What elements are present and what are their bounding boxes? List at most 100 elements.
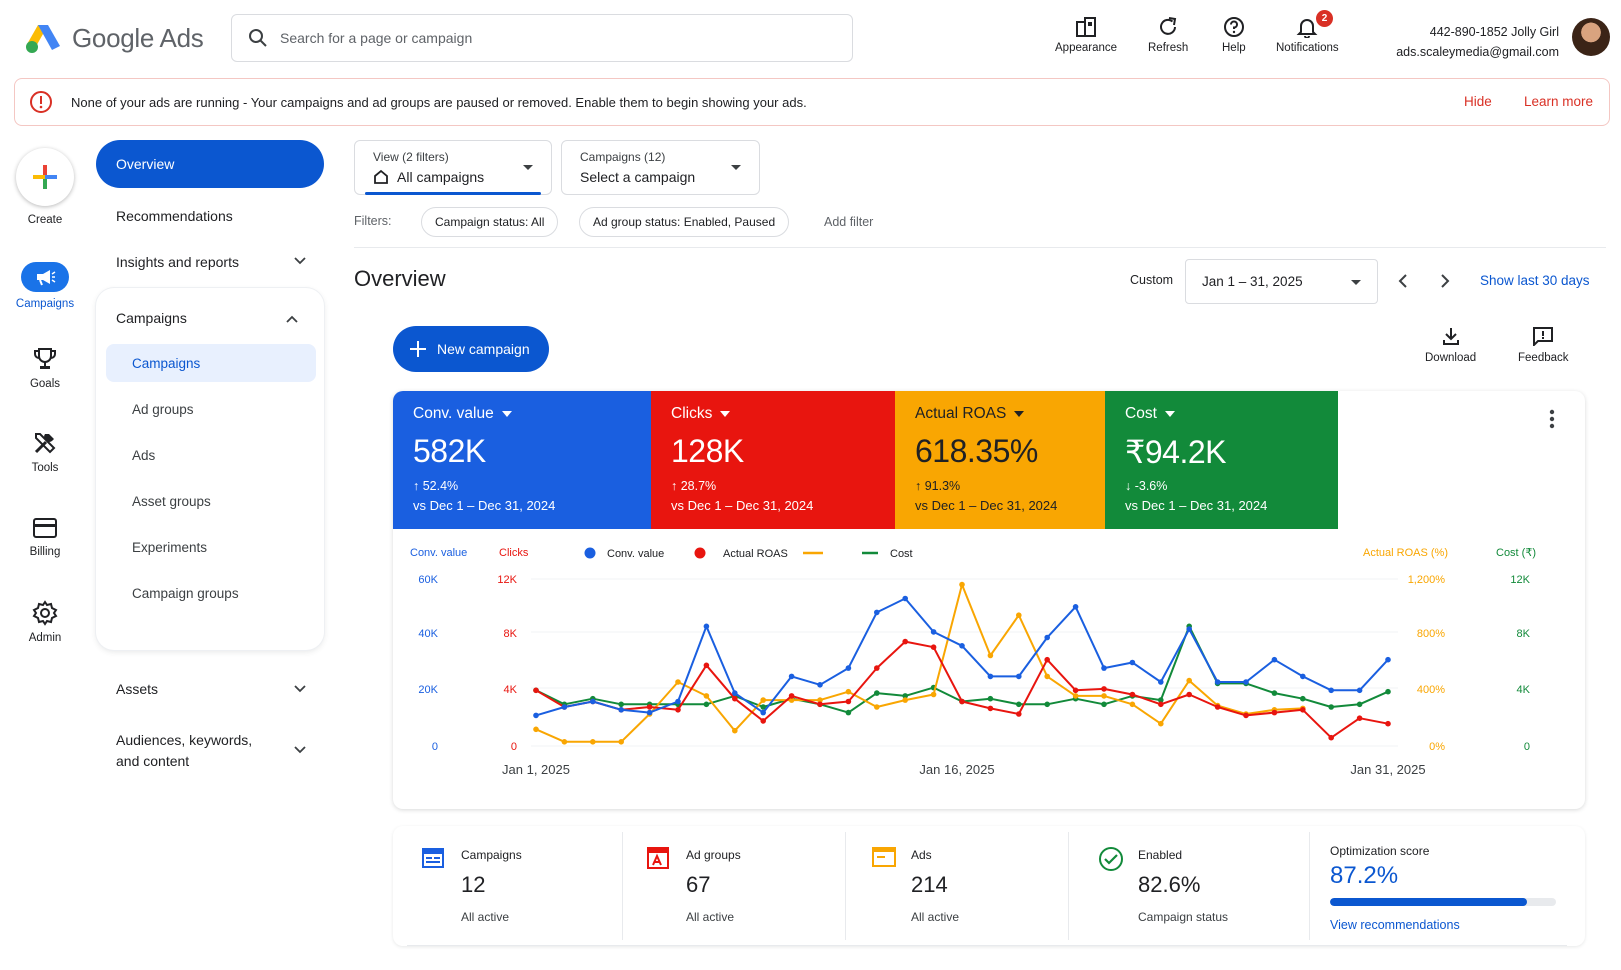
data-point-clicks[interactable] [902,638,908,645]
data-point-conv-value[interactable] [1186,626,1192,632]
data-point-clicks[interactable] [675,707,681,713]
data-point-conv-value[interactable] [703,623,710,630]
filter-chip-ad-group-status[interactable]: Ad group status: Enabled, Paused [579,207,790,237]
data-point-conv-value[interactable] [959,643,965,649]
feedback-button[interactable]: Feedback [1518,326,1569,364]
data-point-conv-value[interactable] [1044,634,1050,641]
create-button[interactable] [16,148,74,206]
appearance-button[interactable]: Appearance [1055,16,1117,54]
data-point-conv-value[interactable] [902,595,908,602]
data-point-clicks[interactable] [646,704,653,710]
data-point-clicks[interactable] [817,701,823,708]
data-point-cost[interactable] [1356,701,1363,708]
data-point-conv-value[interactable] [1328,687,1334,694]
data-point-conv-value[interactable] [1072,604,1079,610]
stat-ad-groups[interactable]: Ad groups 67 All active [618,826,847,946]
stat-ads[interactable]: Ads 214 All active [843,826,1072,946]
data-point-actual-roas[interactable] [817,697,823,703]
data-point-clicks[interactable] [1158,701,1164,708]
alert-learn-more-link[interactable]: Learn more [1524,94,1594,109]
data-point-conv-value[interactable] [618,707,624,713]
data-point-actual-roas[interactable] [703,693,710,699]
kpi-conv-value[interactable]: Conv. value 582K ↑ 52.4% vs Dec 1 – Dec … [393,391,651,529]
data-point-conv-value[interactable] [590,698,596,705]
kpi-cost-title[interactable]: Cost [1125,405,1175,423]
data-point-conv-value[interactable] [845,665,852,671]
data-point-cost[interactable] [987,695,994,702]
data-point-actual-roas[interactable] [1072,693,1079,699]
nav-sub-campaign-groups[interactable]: Campaign groups [132,586,239,601]
nav-sub-asset-groups[interactable]: Asset groups [132,494,211,509]
campaigns-filter-dropdown[interactable]: Campaigns (12) Select a campaign [561,140,760,195]
data-point-actual-roas[interactable] [590,739,596,745]
data-point-clicks[interactable] [1300,707,1306,713]
view-filter-dropdown[interactable]: View (2 filters) All campaigns [354,140,552,195]
new-campaign-button[interactable]: New campaign [393,326,549,372]
add-filter-link[interactable]: Add filter [824,215,874,229]
nav-recommendations[interactable]: Recommendations [116,208,233,224]
data-point-cost[interactable] [1300,695,1306,702]
data-point-actual-roas[interactable] [987,652,994,659]
data-point-cost[interactable] [618,701,624,708]
data-point-conv-value[interactable] [817,682,823,688]
refresh-button[interactable]: Refresh [1148,16,1188,54]
date-range-dropdown[interactable]: Jan 1 – 31, 2025 [1185,259,1378,304]
data-point-conv-value[interactable] [732,690,738,696]
data-point-clicks[interactable] [1271,709,1278,716]
data-point-actual-roas[interactable] [959,581,965,588]
view-recommendations-link[interactable]: View recommendations [1330,918,1460,932]
data-point-clicks[interactable] [533,687,539,694]
google-ads-logo[interactable]: Google Ads [24,22,204,54]
nav-sub-ad-groups[interactable]: Ad groups [132,402,194,417]
nav-sub-ads[interactable]: Ads [132,448,156,463]
rail-admin[interactable]: Admin [0,600,90,644]
data-point-conv-value[interactable] [760,709,766,716]
nav-sub-experiments[interactable]: Experiments [132,540,208,555]
data-point-conv-value[interactable] [987,673,994,680]
data-point-cost[interactable] [845,709,852,716]
data-point-clicks[interactable] [987,705,994,712]
campaigns-pill[interactable] [21,262,69,292]
nav-insights[interactable]: Insights and reports [116,254,316,270]
data-point-actual-roas[interactable] [874,704,880,710]
kpi-conv-value-title[interactable]: Conv. value [413,405,512,423]
download-button[interactable]: Download [1425,326,1476,364]
data-point-cost[interactable] [760,704,766,710]
data-point-actual-roas[interactable] [732,727,738,734]
notifications-button[interactable]: 2 Notifications [1276,10,1339,54]
data-point-conv-value[interactable] [1158,679,1164,685]
data-point-conv-value[interactable] [1101,665,1107,671]
nav-campaigns-section[interactable]: Campaigns [116,310,187,326]
nav-assets[interactable]: Assets [116,681,316,697]
rail-campaigns[interactable]: Campaigns [0,262,90,310]
data-point-actual-roas[interactable] [618,739,624,745]
kpi-clicks[interactable]: Clicks 128K ↑ 28.7% vs Dec 1 – Dec 31, 2… [651,391,895,529]
data-point-clicks[interactable] [1356,715,1363,721]
data-point-conv-value[interactable] [675,698,681,705]
rail-create[interactable]: Create [0,148,90,226]
data-point-clicks[interactable] [703,662,710,669]
data-point-clicks[interactable] [1214,704,1221,710]
data-point-cost[interactable] [1328,704,1334,710]
data-point-clicks[interactable] [930,644,937,650]
data-point-cost[interactable] [1271,690,1278,696]
data-point-actual-roas[interactable] [675,679,681,685]
nav-audiences[interactable]: Audiences, keywords, and content [116,730,316,772]
data-point-clicks[interactable] [1186,691,1192,698]
rail-billing[interactable]: Billing [0,516,90,558]
data-point-actual-roas[interactable] [902,697,908,703]
data-point-clicks[interactable] [1072,687,1079,694]
data-point-actual-roas[interactable] [788,697,795,703]
data-point-clicks[interactable] [959,698,965,705]
data-point-clicks[interactable] [1328,734,1334,741]
nav-sub-campaigns[interactable]: Campaigns [106,344,316,382]
data-point-actual-roas[interactable] [1186,677,1192,684]
data-point-actual-roas[interactable] [930,691,937,698]
data-point-clicks[interactable] [1044,656,1050,663]
data-point-clicks[interactable] [874,665,880,671]
data-point-clicks[interactable] [1129,691,1136,698]
data-point-actual-roas[interactable] [1044,673,1050,680]
data-point-clicks[interactable] [788,693,795,699]
data-point-clicks[interactable] [845,698,852,705]
data-point-conv-value[interactable] [1129,659,1136,666]
